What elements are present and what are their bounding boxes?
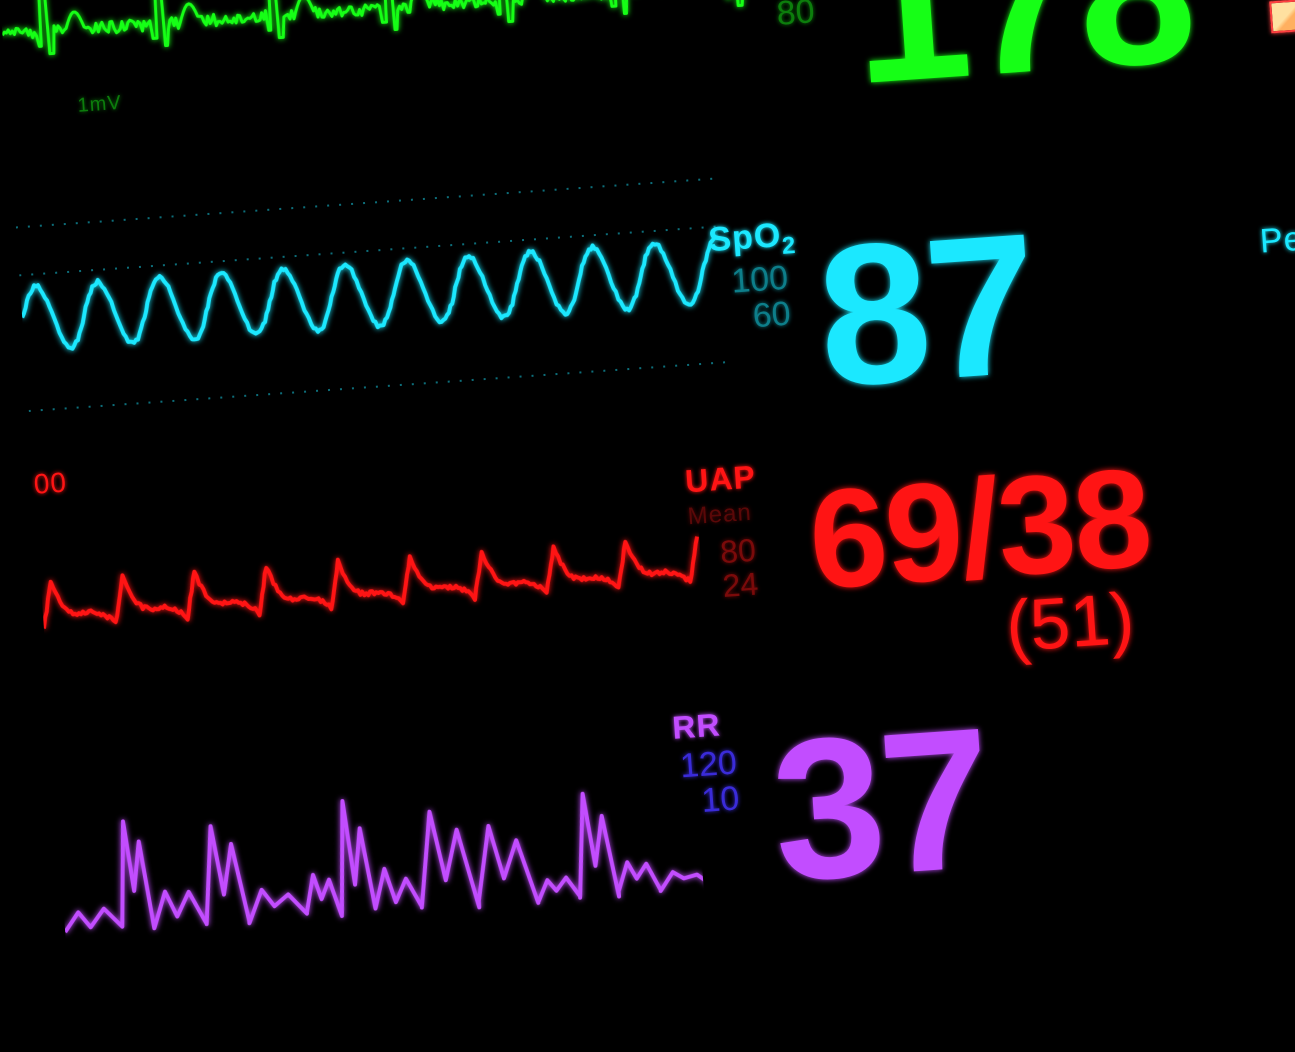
value2-uap: (51) [1003,578,1136,669]
limits-spo2: 100 60 [730,261,792,336]
limit-low-hr: 80 [757,0,816,33]
waveform-uap [36,463,706,669]
sublabel-uap: Mean [687,499,753,531]
waveform-spo2 [15,161,730,449]
value-spo2: 87 [811,189,1041,433]
value-hr: 178 [844,0,1198,132]
scale-label-hr: 1mV [77,92,123,118]
waveform-rr [50,669,708,993]
limit-low-rr: 10 [681,781,740,821]
value-rr: 37 [766,683,996,927]
alarm-icon [1269,0,1295,33]
limits-rr: 120 10 [679,746,741,821]
vital-signs-monitor: 1mV HR 220 80 178 P SpO2 100 60 87 Per 0… [0,0,1295,1040]
limit-low-spo2: 60 [733,296,792,336]
label-uap: UAP [684,458,757,500]
limit-low-uap: 24 [721,567,759,603]
side-label-spo2: Per [1259,219,1295,262]
scale-top-uap: 00 [33,467,68,501]
row-rr: RR 120 10 37 [51,643,1295,1052]
label-rr: RR [671,707,722,747]
limits-uap: 80 24 [719,534,759,604]
limit-high-uap: 80 [719,534,757,570]
limits-hr: 220 80 [754,0,816,33]
